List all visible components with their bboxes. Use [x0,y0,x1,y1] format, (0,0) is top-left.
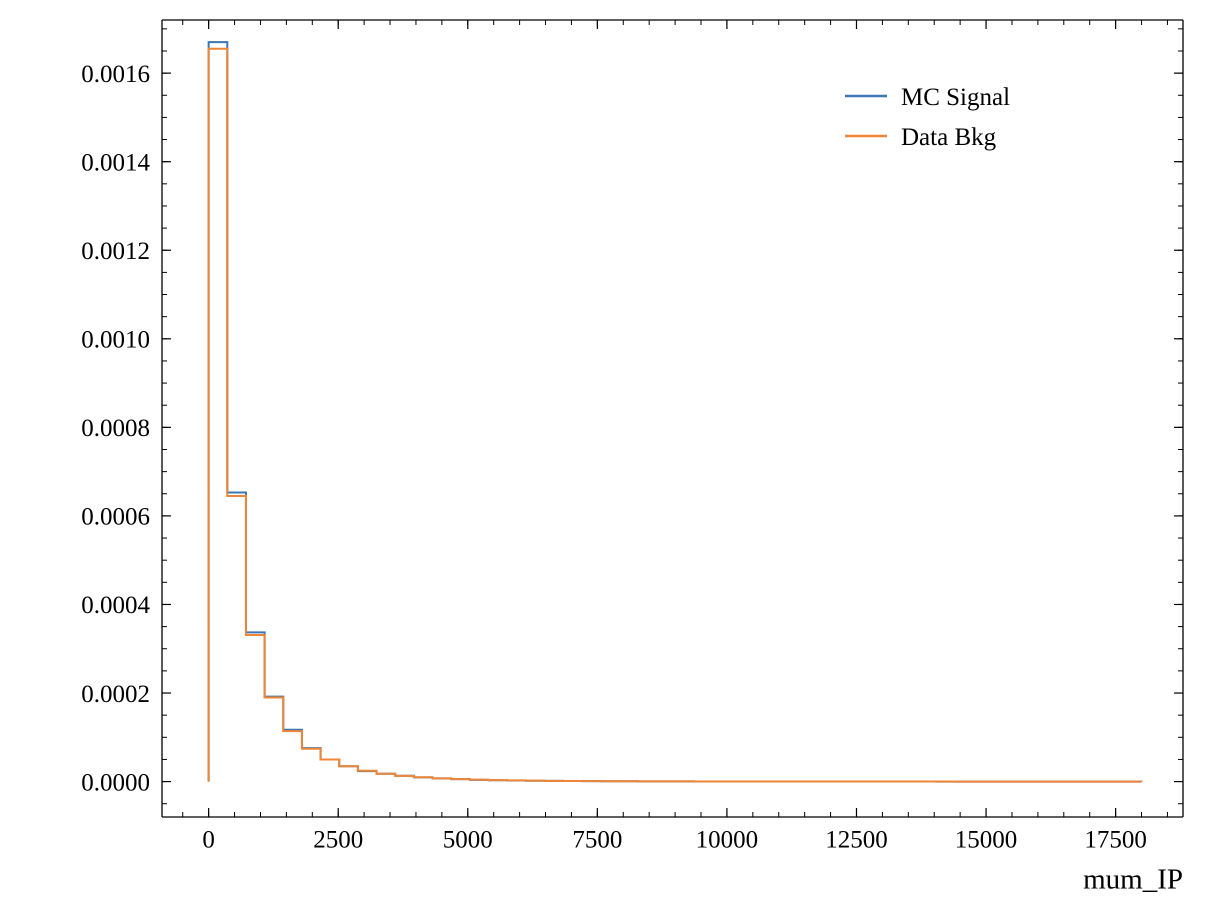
y-tick-label: 0.0014 [81,149,150,176]
x-tick-label: 7500 [572,827,622,854]
histogram-chart: 0 2500 5000 7500 10000 12500 15000 17500 0.0000 0… [0,0,1218,918]
x-tick-label: 17500 [1084,827,1147,854]
legend-label-mc-signal: MC Signal [901,84,1010,111]
chart-svg: 0 2500 5000 7500 10000 12500 15000 17500 0.0000 0… [0,0,1218,918]
y-tick-label: 0.0012 [81,238,150,265]
y-tick-label: 0.0002 [81,681,150,708]
x-tick-label: 2500 [313,827,363,854]
x-tick-label: 15000 [955,827,1018,854]
y-tick-label: 0.0000 [81,769,150,796]
y-tick-label: 0.0016 [81,61,150,88]
y-tick-label: 0.0004 [81,592,150,619]
x-tick-label: 12500 [825,827,888,854]
x-axis-title: mum_IP [1083,864,1183,896]
x-tick-label: 5000 [443,827,493,854]
legend-label-data-bkg: Data Bkg [901,124,997,151]
y-tick-label: 0.0008 [81,415,150,442]
x-tick-label: 0 [202,827,215,854]
y-tick-label: 0.0010 [81,327,150,354]
x-tick-label: 10000 [696,827,759,854]
y-tick-label: 0.0006 [81,504,150,531]
